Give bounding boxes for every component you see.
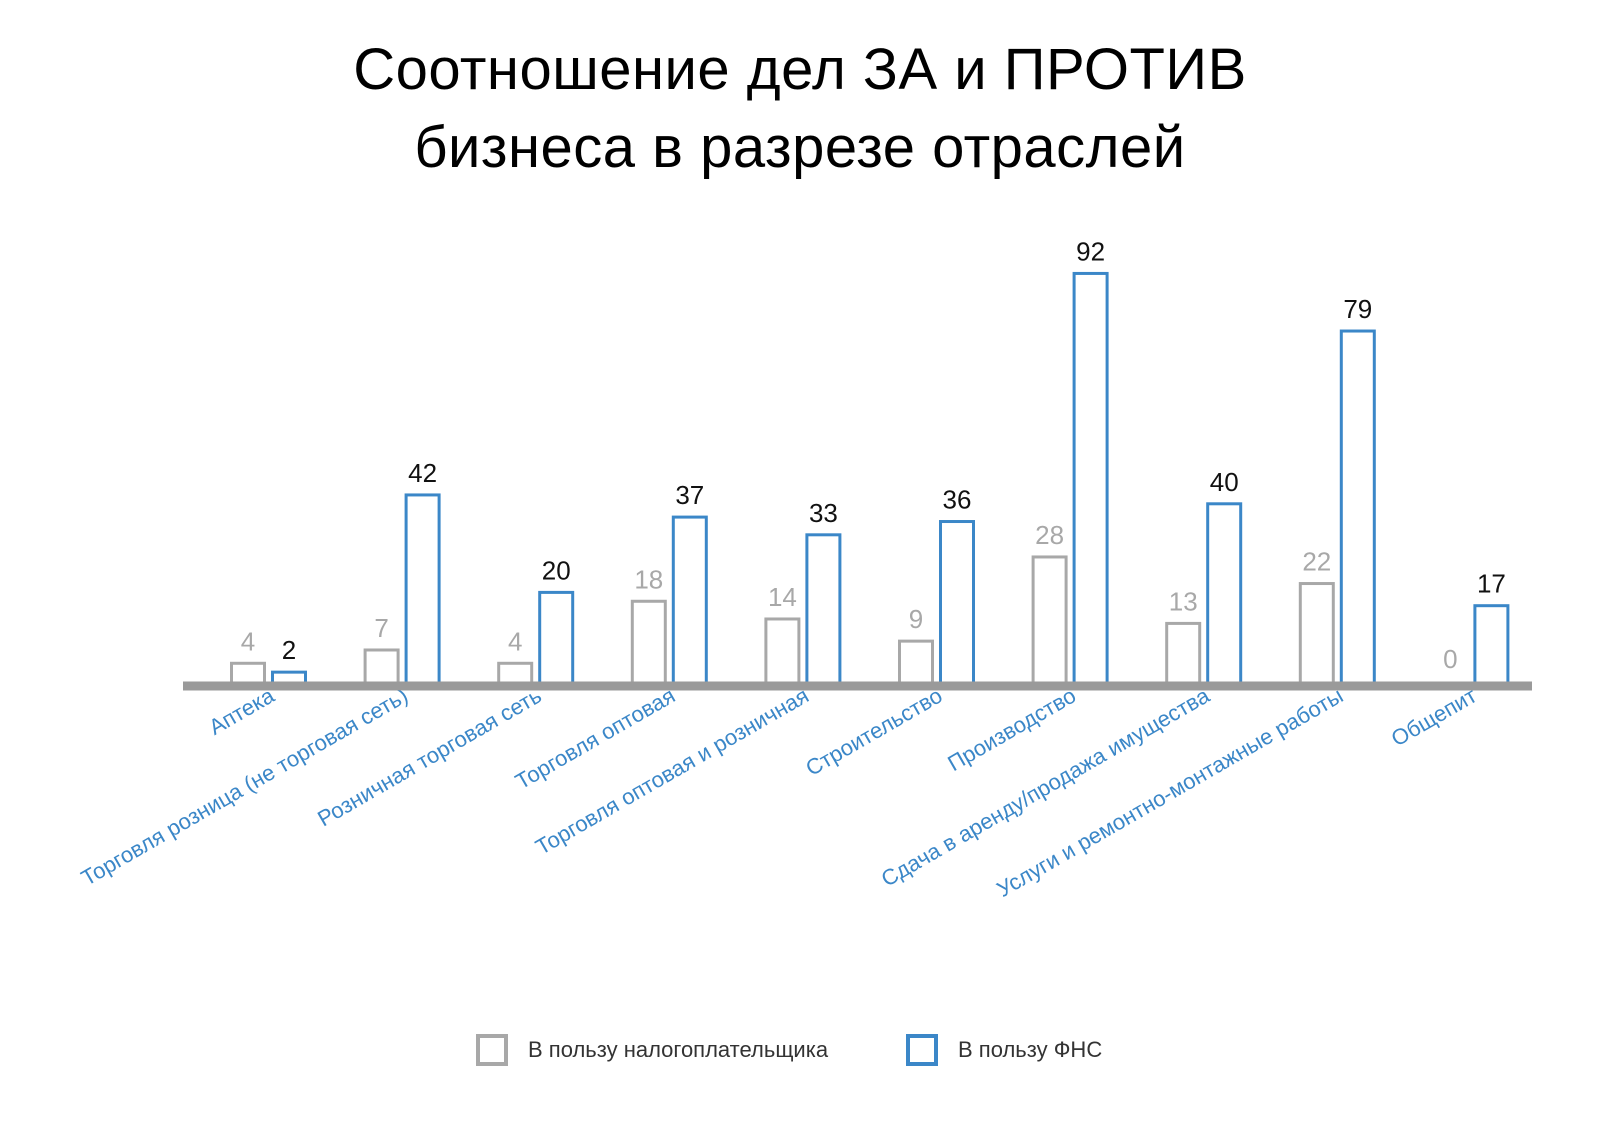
bar-taxpayer bbox=[1165, 621, 1202, 685]
category-label: Розничная торговая сеть bbox=[313, 683, 545, 832]
bar-fns bbox=[1072, 271, 1109, 685]
data-label-taxpayer: 22 bbox=[1302, 547, 1331, 577]
chart-title-line-2: бизнеса в разрезе отраслей bbox=[414, 115, 1186, 180]
legend-item-fns: В пользу ФНС bbox=[906, 1030, 1102, 1070]
legend-item-taxpayer: В пользу налогоплательщика bbox=[476, 1030, 828, 1070]
data-label-fns: 92 bbox=[1076, 236, 1105, 266]
data-label-taxpayer: 0 bbox=[1443, 644, 1457, 674]
data-label-fns: 36 bbox=[943, 485, 972, 515]
data-label-fns: 33 bbox=[809, 498, 838, 528]
bar-fns bbox=[1473, 604, 1510, 685]
data-label-taxpayer: 7 bbox=[374, 613, 388, 643]
category-label: Производство bbox=[943, 683, 1080, 776]
legend-swatch-taxpayer bbox=[476, 1034, 508, 1066]
data-label-taxpayer: 14 bbox=[768, 582, 797, 612]
data-label-fns: 40 bbox=[1210, 467, 1239, 497]
bar-fns bbox=[1206, 502, 1243, 685]
bar-fns bbox=[939, 520, 975, 685]
bar-fns bbox=[271, 670, 307, 685]
data-label-taxpayer: 18 bbox=[634, 564, 663, 594]
legend-label-fns: В пользу ФНС bbox=[958, 1037, 1103, 1062]
data-label-taxpayer: 13 bbox=[1169, 586, 1198, 616]
data-label-taxpayer: 28 bbox=[1035, 520, 1064, 550]
bar-taxpayer bbox=[363, 648, 400, 685]
bar-fns bbox=[805, 533, 842, 685]
category-label: Аптека bbox=[205, 682, 280, 740]
bar-fns bbox=[671, 515, 708, 685]
bar-taxpayer bbox=[230, 661, 266, 685]
bar-taxpayer bbox=[898, 639, 934, 685]
data-label-fns: 42 bbox=[408, 458, 437, 488]
legend-label-taxpayer: В пользу налогоплательщика bbox=[528, 1037, 829, 1062]
data-label-taxpayer: 4 bbox=[508, 626, 522, 656]
bar-taxpayer bbox=[497, 661, 534, 685]
bar-taxpayer bbox=[630, 599, 667, 685]
data-label-fns: 2 bbox=[282, 635, 296, 665]
category-label: Торговля оптовая и розничная bbox=[531, 683, 813, 860]
data-label-taxpayer: 4 bbox=[241, 626, 255, 656]
data-label-fns: 20 bbox=[542, 555, 571, 585]
category-label: Общепит bbox=[1387, 683, 1481, 752]
bar-fns bbox=[538, 590, 575, 685]
bar-taxpayer bbox=[764, 617, 801, 685]
chart-title-line-1: Соотношение дел ЗА и ПРОТИВ bbox=[353, 37, 1247, 102]
bar-taxpayer bbox=[1031, 555, 1068, 685]
bar-fns bbox=[404, 493, 441, 685]
data-label-fns: 37 bbox=[675, 480, 704, 510]
bar-fns bbox=[1339, 329, 1376, 685]
data-label-taxpayer: 9 bbox=[909, 604, 923, 634]
data-label-fns: 79 bbox=[1343, 294, 1372, 324]
data-label-fns: 17 bbox=[1477, 569, 1506, 599]
category-label: Строительство bbox=[801, 683, 946, 781]
legend-swatch-fns bbox=[906, 1034, 938, 1066]
bar-taxpayer bbox=[1298, 582, 1335, 685]
